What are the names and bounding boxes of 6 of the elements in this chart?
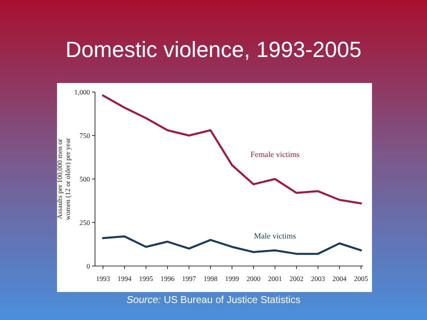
text: Female victims (250, 150, 300, 159)
line-series (102, 235, 362, 255)
chart-title: Domestic violence, 1993-2005 (66, 37, 362, 62)
source-note: Source: US Bureau of Justice Statistics (126, 295, 300, 306)
line-series (102, 94, 362, 204)
series-label: Male victims (254, 231, 296, 240)
